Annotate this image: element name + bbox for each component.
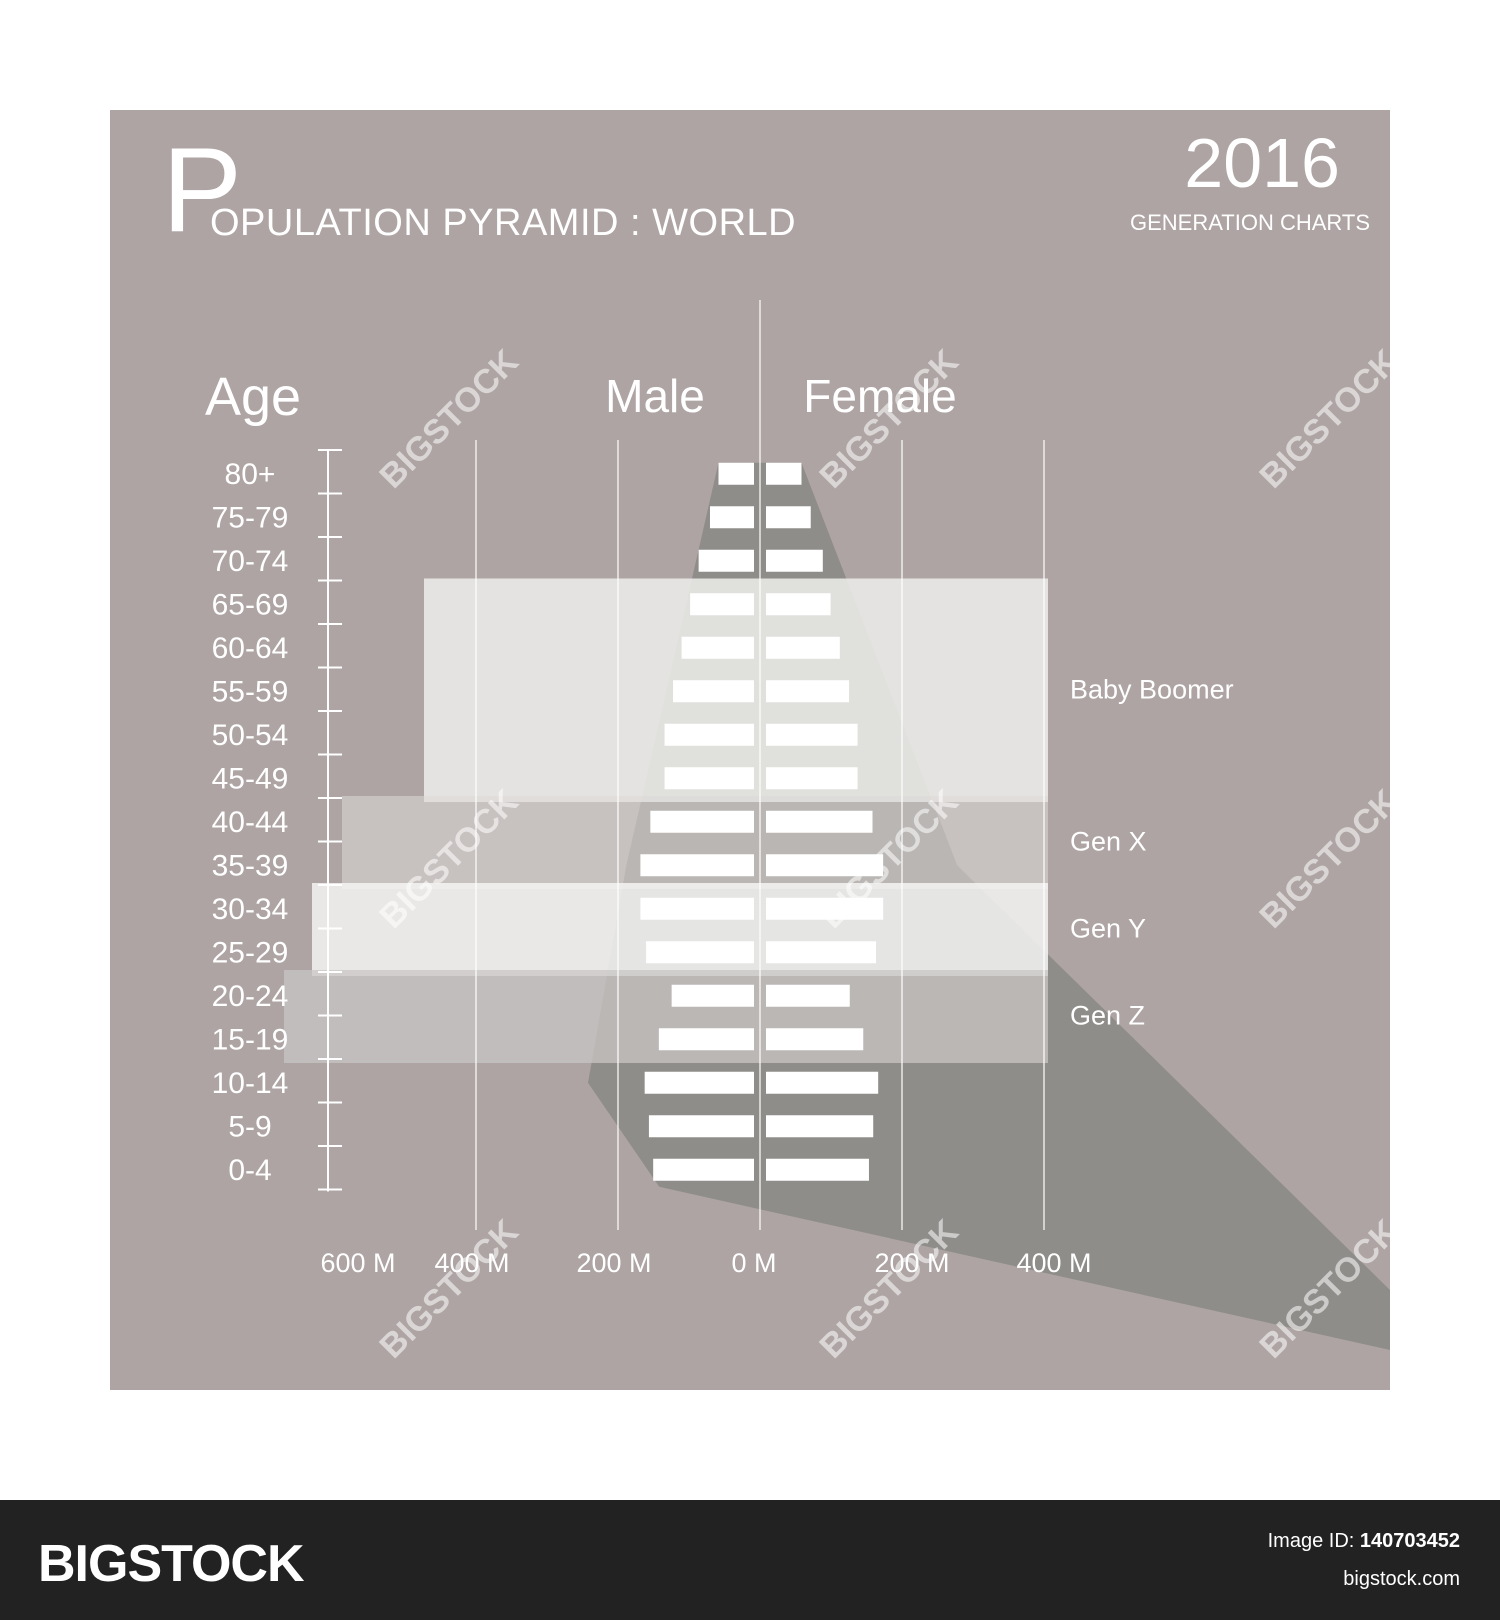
male-bar-55-59 xyxy=(673,680,754,703)
female-bar-70-74 xyxy=(766,549,823,572)
female-bar-15-19 xyxy=(766,1028,864,1051)
age-label-60-64: 60-64 xyxy=(212,632,289,665)
male-bar-35-39 xyxy=(640,854,754,877)
age-label-80+: 80+ xyxy=(225,458,276,491)
image-id: Image ID: 140703452 xyxy=(1268,1530,1460,1553)
female-bar-20-24 xyxy=(766,984,850,1007)
x-tick-left-3: 0 M xyxy=(731,1248,776,1278)
female-header: Female xyxy=(803,370,956,422)
x-tick-left-1: 400 M xyxy=(434,1248,509,1278)
male-bar-20-24 xyxy=(671,984,754,1007)
x-tick-left-0: 600 M xyxy=(320,1248,395,1278)
chart-subtitle: GENERATION CHARTS xyxy=(1130,210,1370,235)
male-header: Male xyxy=(605,370,705,422)
female-bar-30-34 xyxy=(766,897,884,920)
age-label-45-49: 45-49 xyxy=(212,762,289,795)
male-bar-30-34 xyxy=(640,897,754,920)
male-bar-5-9 xyxy=(648,1115,754,1138)
pyramid-chart: Baby Boomer Gen X Gen Y Gen Z 80+ 75-79 70-74 6… xyxy=(205,300,1390,1350)
age-label-20-24: 20-24 xyxy=(212,980,289,1013)
age-label-10-14: 10-14 xyxy=(212,1067,289,1100)
female-bar-35-39 xyxy=(766,854,884,877)
image-id-value: 140703452 xyxy=(1359,1530,1460,1552)
age-label-0-4: 0-4 xyxy=(228,1154,271,1187)
male-bar-15-19 xyxy=(658,1028,754,1051)
female-bar-0-4 xyxy=(766,1158,869,1181)
male-bar-0-4 xyxy=(653,1158,754,1181)
title-initial: P xyxy=(162,123,243,257)
female-bar-40-44 xyxy=(766,810,873,833)
male-bar-65-69 xyxy=(690,593,754,616)
age-label-25-29: 25-29 xyxy=(212,936,289,969)
female-bar-45-49 xyxy=(766,767,858,790)
female-bar-50-54 xyxy=(766,723,858,746)
male-bar-10-14 xyxy=(644,1071,754,1094)
watermark-11: BIGSTOCK xyxy=(0,1212,116,1366)
male-bar-25-29 xyxy=(646,941,754,964)
female-bar-75-79 xyxy=(766,506,811,529)
male-bar-60-64 xyxy=(681,636,754,659)
age-label-65-69: 65-69 xyxy=(212,588,289,621)
generation-label-0: Baby Boomer xyxy=(1070,674,1234,704)
male-bar-75-79 xyxy=(709,506,754,529)
site-url: bigstock.com xyxy=(1343,1568,1460,1590)
male-bar-80+ xyxy=(718,462,754,485)
generation-label-3: Gen Z xyxy=(1070,1001,1145,1031)
age-header: Age xyxy=(205,367,301,427)
female-bar-5-9 xyxy=(766,1115,874,1138)
female-bar-80+ xyxy=(766,462,802,485)
chart-panel: Baby Boomer Gen X Gen Y Gen Z 80+ 75-79 70-74 6… xyxy=(110,110,1390,1390)
age-label-75-79: 75-79 xyxy=(212,501,289,534)
age-label-70-74: 70-74 xyxy=(212,545,289,578)
x-tick-right-0: 200 M xyxy=(874,1248,949,1278)
x-tick-left-2: 200 M xyxy=(576,1248,651,1278)
female-bar-10-14 xyxy=(766,1071,879,1094)
age-label-50-54: 50-54 xyxy=(212,719,289,752)
age-label-15-19: 15-19 xyxy=(212,1023,289,1056)
age-label-5-9: 5-9 xyxy=(228,1110,271,1143)
male-bar-45-49 xyxy=(664,767,754,790)
female-bar-60-64 xyxy=(766,636,840,659)
generation-label-1: Gen X xyxy=(1070,827,1147,857)
image-id-label: Image ID: xyxy=(1267,1530,1355,1552)
female-bar-55-59 xyxy=(766,680,850,703)
x-tick-right-1: 400 M xyxy=(1016,1248,1091,1278)
male-bar-70-74 xyxy=(698,549,754,572)
generation-label-2: Gen Y xyxy=(1070,914,1146,944)
chart-title: OPULATION PYRAMID : WORLD xyxy=(210,202,797,244)
age-label-55-59: 55-59 xyxy=(212,675,289,708)
brand-logo: BIGSTOCK xyxy=(38,1535,305,1593)
male-bar-50-54 xyxy=(664,723,754,746)
age-label-30-34: 30-34 xyxy=(212,893,289,926)
female-bar-25-29 xyxy=(766,941,877,964)
age-label-40-44: 40-44 xyxy=(212,806,289,839)
watermark-9: BIGSTOCK xyxy=(0,352,116,506)
watermark-10: BIGSTOCK xyxy=(0,782,116,936)
female-bar-65-69 xyxy=(766,593,831,616)
chart-year: 2016 xyxy=(1184,124,1340,202)
male-bar-40-44 xyxy=(650,810,754,833)
age-label-35-39: 35-39 xyxy=(212,849,289,882)
footer-bar: BIGSTOCK Image ID: 140703452 bigstock.co… xyxy=(0,1500,1500,1620)
